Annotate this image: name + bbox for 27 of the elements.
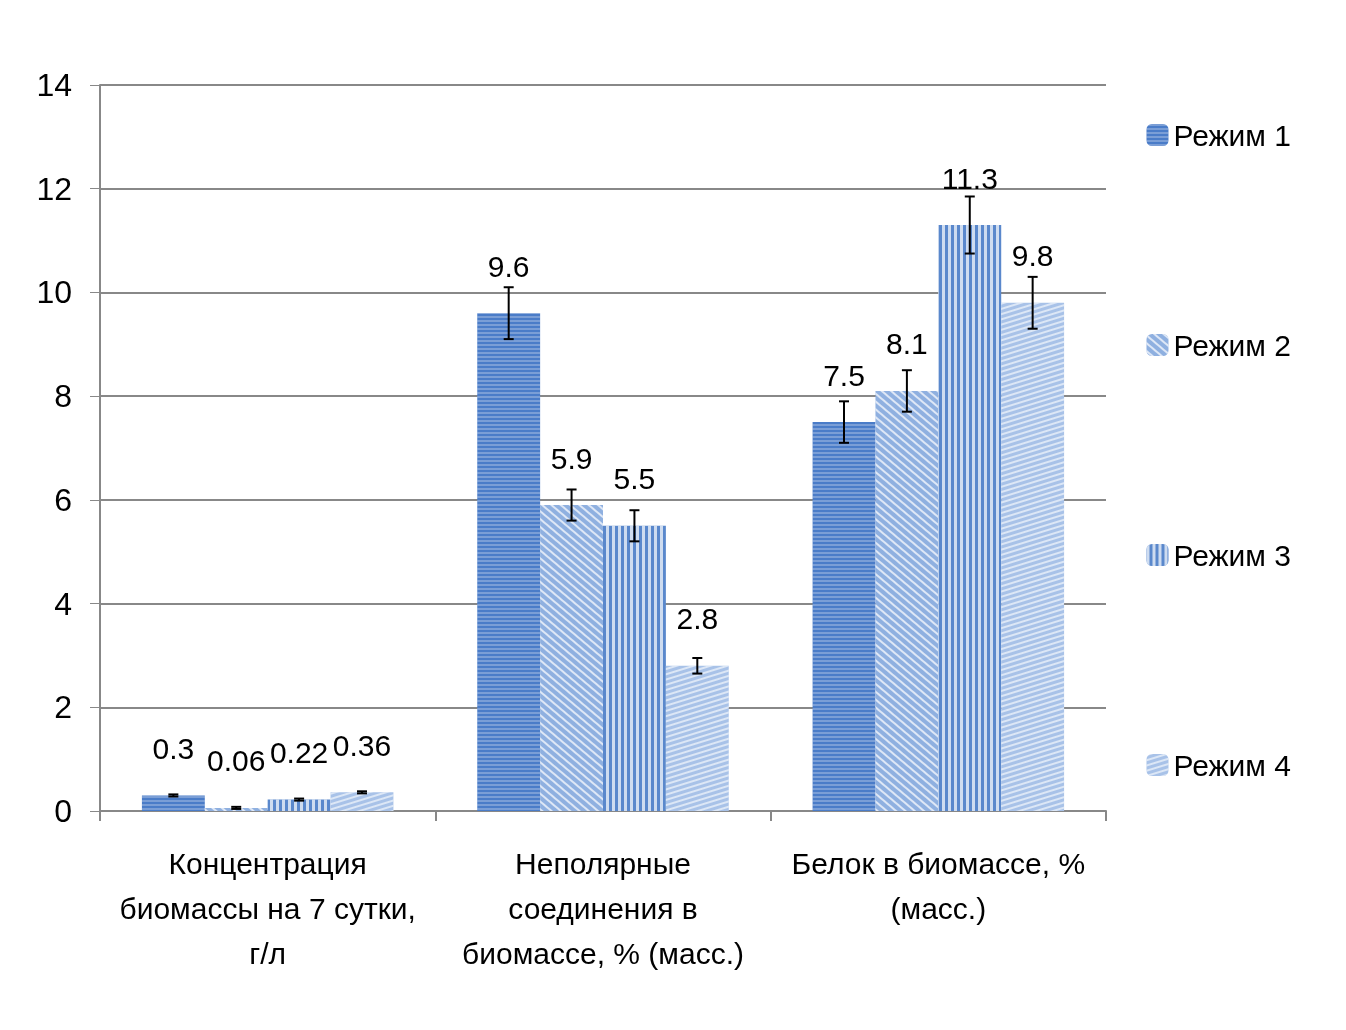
x-tick-label: Неполярные соединения в биомассе, % (масс.)	[462, 847, 744, 970]
data-label: 0.06	[207, 744, 266, 778]
y-tick-label: 8	[54, 378, 72, 415]
y-tick-label: 12	[36, 170, 72, 207]
legend-label: Режим 1	[1173, 118, 1292, 152]
data-label: 0.22	[269, 736, 329, 770]
x-tick-label: Белок в биомассе, % (масс.)	[791, 847, 1086, 925]
y-tick-label: 6	[54, 481, 72, 518]
data-label: 0.3	[152, 731, 195, 765]
data-label: 7.5	[823, 358, 865, 392]
data-label: 11.3	[941, 161, 998, 195]
data-label: 8.1	[886, 327, 928, 361]
x-tick-label: Концентрация биомассы на 7 сутки, г/л	[119, 847, 416, 970]
y-tick-label: 14	[36, 67, 72, 103]
data-label: 5.9	[550, 441, 593, 475]
y-tick-label: 0	[54, 793, 72, 829]
legend-label: Режим 2	[1173, 328, 1292, 362]
data-label: 9.6	[487, 249, 530, 283]
data-label: 5.5	[613, 462, 656, 496]
y-tick-label: 2	[54, 689, 72, 726]
y-tick-label: 4	[54, 585, 72, 622]
legend-label: Режим 4	[1173, 748, 1292, 782]
legend-label: Режим 3	[1173, 538, 1292, 572]
y-tick-label: 10	[36, 274, 72, 311]
data-label: 9.8	[1011, 239, 1054, 273]
data-label: 0.36	[332, 728, 392, 762]
data-label: 2.8	[676, 602, 719, 636]
